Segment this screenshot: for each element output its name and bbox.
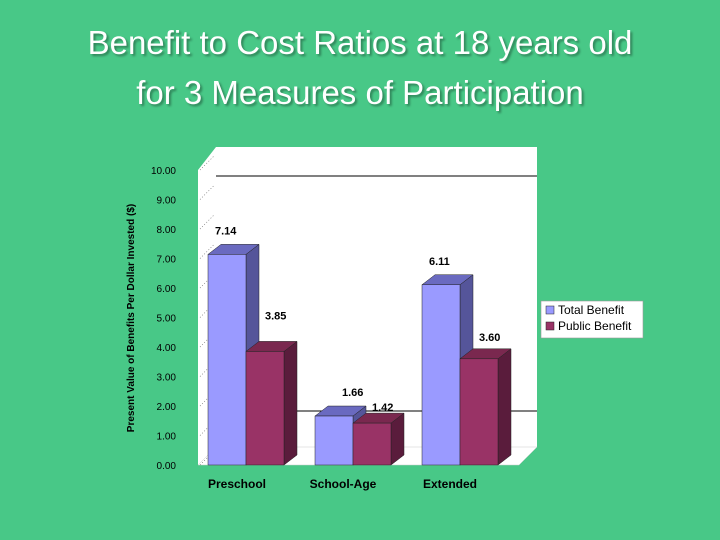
y-tick-label: 4.00 bbox=[157, 343, 177, 354]
bar-front bbox=[459, 358, 499, 466]
y-axis-label: Present Value of Benefits Per Dollar Inv… bbox=[126, 204, 137, 432]
axis-tick-mark bbox=[199, 214, 215, 230]
axis-tick-mark bbox=[199, 155, 215, 171]
bar-front bbox=[207, 254, 247, 466]
slide-title: Benefit to Cost Ratios at 18 years old f… bbox=[0, 18, 720, 118]
axis-tick-mark bbox=[199, 303, 215, 318]
axis-tick-mark bbox=[199, 450, 215, 466]
axis-tick-mark bbox=[199, 244, 215, 259]
bar bbox=[459, 348, 512, 466]
bar-front bbox=[314, 415, 354, 466]
y-tick-label: 3.00 bbox=[157, 373, 177, 384]
legend-box bbox=[540, 300, 644, 339]
legend-label: Public Benefit bbox=[558, 319, 632, 333]
axis-tick-mark bbox=[199, 332, 215, 348]
x-axis-categories: Preschool School-Age Extended bbox=[208, 477, 477, 491]
legend-swatch bbox=[545, 321, 555, 331]
axis-tick-mark bbox=[199, 362, 215, 377]
data-label: 6.11 bbox=[429, 256, 450, 268]
bar bbox=[245, 340, 298, 466]
y-tick-label: 2.00 bbox=[157, 402, 177, 413]
y-tick-label: 0.00 bbox=[157, 461, 177, 472]
data-label: 3.60 bbox=[479, 332, 500, 344]
title-line-1: Benefit to Cost Ratios at 18 years old bbox=[87, 24, 633, 61]
bar-front bbox=[245, 351, 285, 466]
data-label: 1.42 bbox=[372, 402, 393, 414]
bar-front bbox=[352, 422, 392, 466]
bar-side bbox=[497, 348, 512, 466]
title-line-2: for 3 Measures of Participation bbox=[136, 74, 584, 111]
y-tick-label: 9.00 bbox=[157, 196, 177, 207]
data-label: 3.85 bbox=[265, 310, 286, 322]
bar bbox=[352, 412, 405, 466]
data-label: 1.66 bbox=[342, 387, 363, 399]
axis-tick-mark bbox=[199, 421, 215, 436]
bar-front bbox=[421, 284, 461, 466]
y-tick-label: 7.00 bbox=[157, 255, 177, 266]
x-tick-label: Extended bbox=[423, 477, 477, 491]
legend-swatch bbox=[545, 305, 555, 315]
data-label: 7.14 bbox=[215, 225, 237, 237]
bars: 7.14 3.85 1.66 1.42 6.11 3.60 bbox=[207, 225, 512, 466]
legend-label: Total Benefit bbox=[558, 303, 625, 317]
y-tick-label: 5.00 bbox=[157, 314, 177, 325]
y-axis-ticks: 0.00 1.00 2.00 3.00 4.00 5.00 6.00 7.00 8.00 9.00… bbox=[151, 166, 176, 472]
axis-tick-mark bbox=[199, 391, 215, 407]
bar-side bbox=[283, 340, 298, 466]
legend: Total Benefit Public Benefit bbox=[540, 300, 644, 339]
y-tick-label: 1.00 bbox=[157, 432, 177, 443]
x-tick-label: School-Age bbox=[310, 477, 377, 491]
x-tick-label: Preschool bbox=[208, 477, 266, 491]
y-tick-label: 6.00 bbox=[157, 284, 177, 295]
axis-tick-mark bbox=[199, 273, 215, 289]
y-tick-label: 8.00 bbox=[157, 225, 177, 236]
y-tick-label: 10.00 bbox=[151, 166, 176, 177]
axis-tick-mark bbox=[199, 185, 215, 200]
